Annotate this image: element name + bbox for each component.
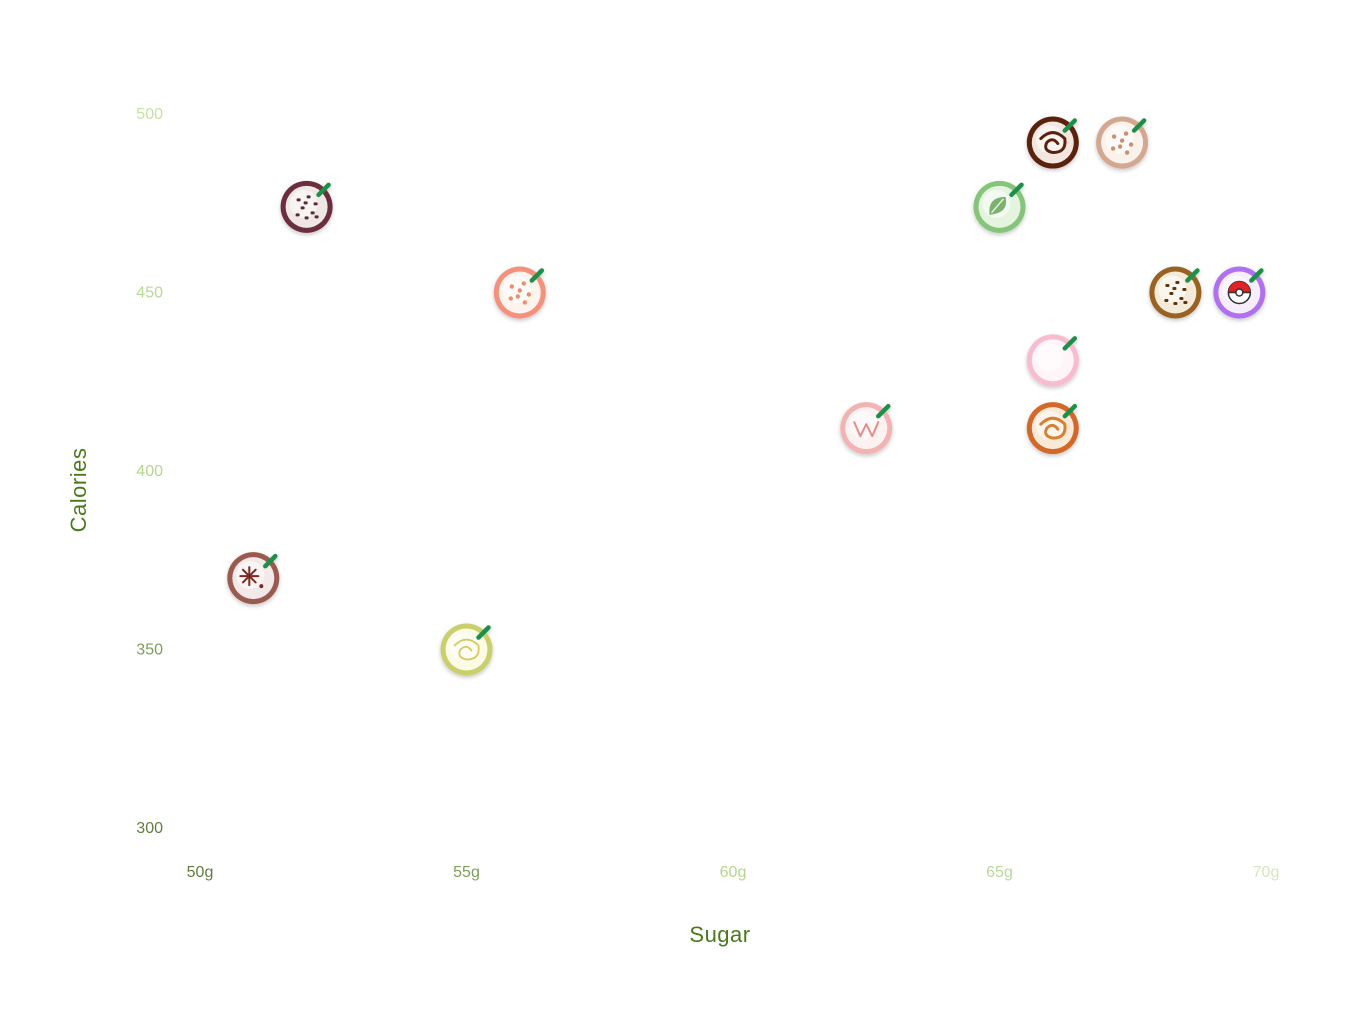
data-points: [227, 116, 1266, 676]
data-point[interactable]: [840, 402, 893, 455]
data-point[interactable]: [1096, 116, 1149, 169]
y-tick-labels: 300 350 400 450 500: [136, 106, 163, 837]
x-tick-label: 50g: [187, 864, 214, 881]
x-tick-label: 55g: [453, 864, 480, 881]
x-axis-title: Sugar: [689, 922, 751, 947]
data-point[interactable]: [1026, 402, 1079, 455]
data-point[interactable]: [1026, 334, 1079, 387]
data-point[interactable]: [1026, 116, 1079, 169]
y-tick-label: 300: [136, 820, 163, 837]
y-tick-label: 350: [136, 642, 163, 659]
x-tick-label: 65g: [986, 864, 1013, 881]
y-tick-label: 400: [136, 463, 163, 480]
data-point[interactable]: [440, 623, 493, 676]
data-point[interactable]: [493, 266, 546, 319]
data-point[interactable]: [1149, 266, 1202, 319]
x-tick-label: 60g: [720, 864, 747, 881]
data-point[interactable]: [280, 180, 333, 233]
y-tick-label: 500: [136, 106, 163, 123]
y-tick-label: 450: [136, 285, 163, 302]
data-point[interactable]: [1213, 266, 1266, 319]
x-tick-label: 70g: [1253, 864, 1280, 881]
x-tick-labels: 50g 55g 60g 65g 70g: [187, 864, 1280, 881]
y-axis-title: Calories: [66, 447, 91, 533]
data-point[interactable]: [227, 552, 280, 605]
data-point[interactable]: [973, 180, 1026, 233]
